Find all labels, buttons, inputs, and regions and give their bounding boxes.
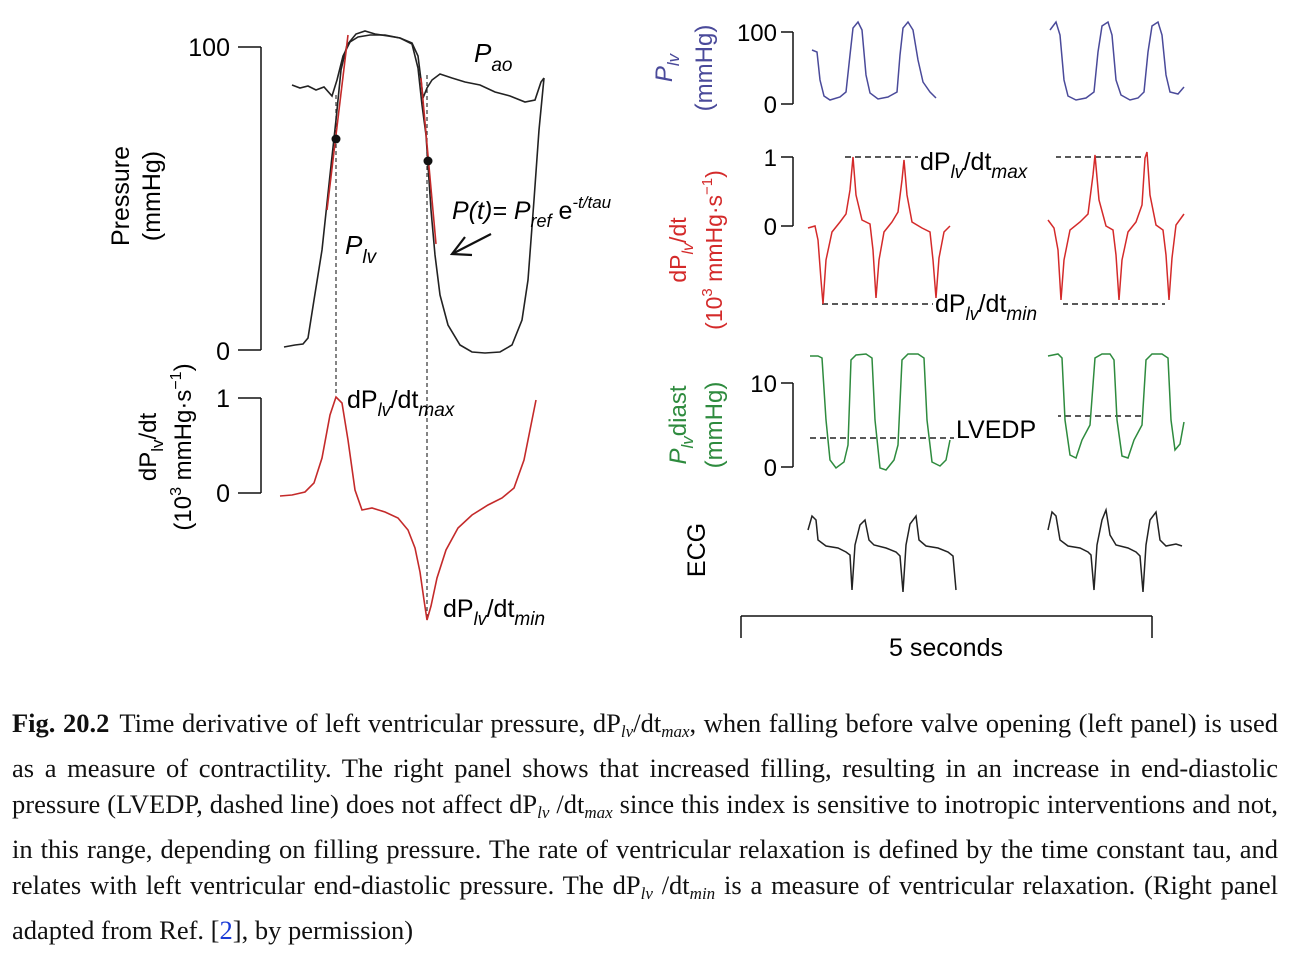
deriv-axis-unit: (103 mmHg·s−1) — [168, 363, 197, 530]
plv-trace-2 — [1050, 22, 1184, 100]
plv-tick-0: 0 — [764, 92, 777, 119]
pressure-axis-label: Pressure — [107, 146, 135, 246]
diast-trace-1 — [810, 354, 950, 470]
ecg-trace-1 — [808, 516, 956, 592]
diast-ylabel: Plvdiast — [665, 385, 697, 464]
figure-number: Fig. 20.2 — [12, 708, 109, 738]
pressure-tick-0: 0 — [216, 338, 230, 366]
diast-yunit: (mmHg) — [701, 382, 728, 469]
min-slope-point — [424, 157, 433, 166]
caption-sub-3: lv — [641, 884, 653, 903]
deriv-axis-label: dPlv/dt — [135, 413, 167, 482]
plv-trace-1 — [812, 22, 936, 100]
left-pressure-axis: 100 0 Pressure (mmHg) — [107, 34, 261, 366]
caption-sub-1: lv — [621, 722, 633, 741]
pao-label: Pao — [474, 38, 512, 76]
diast-trace-2 — [1048, 354, 1184, 458]
plv-curve — [284, 31, 544, 353]
dpdt-ylabel: dPlv/dt — [665, 217, 697, 283]
dpdt-tick-0: 0 — [764, 214, 777, 241]
dpdt-trace-2 — [1048, 152, 1184, 300]
reference-link[interactable]: 2 — [220, 915, 233, 945]
left-derivative-axis: 1 0 dPlv/dt (103 mmHg·s−1) — [135, 363, 261, 530]
right-dpdt-axis: 1 0 dPlv/dt (103 mmHg·s−1) — [665, 145, 793, 330]
derivative-curve — [280, 397, 536, 620]
figure-caption: Fig. 20.2 Time derivative of left ventric… — [12, 705, 1278, 948]
caption-part-5: ], by permission) — [233, 915, 413, 945]
formula-arrow — [452, 234, 491, 255]
caption-sub-3b: min — [690, 884, 716, 903]
caption-part-3b: /dt — [653, 870, 690, 900]
caption-sub-2b: max — [584, 803, 612, 822]
caption-sub-2: lv — [537, 803, 549, 822]
plv-ylabel: Plv — [651, 52, 683, 82]
plv-label: Plv — [345, 230, 378, 268]
dpdt-tick-1: 1 — [764, 145, 777, 172]
right-plv-axis: 100 0 Plv (mmHg) — [651, 20, 793, 119]
caption-part-1: Time derivative of left ventricular pres… — [119, 708, 621, 738]
tau-formula: P(t)= Pref e-t/tau — [452, 193, 612, 231]
deriv-tick-1: 1 — [216, 385, 230, 413]
caption-sub-1b: max — [661, 722, 689, 741]
right-diast-axis: 10 0 Plvdiast (mmHg) — [665, 371, 793, 482]
plv-tick-100: 100 — [737, 20, 777, 47]
diast-tick-0: 0 — [764, 455, 777, 482]
caption-part-2b: /dt — [549, 789, 584, 819]
time-scale-bar: 5 seconds — [741, 616, 1152, 662]
pressure-axis-unit: (mmHg) — [138, 151, 166, 241]
max-slope-point — [332, 135, 341, 144]
ecg-trace-2 — [1048, 510, 1182, 592]
time-scale-label: 5 seconds — [889, 634, 1003, 662]
caption-part-1b: /dt — [633, 708, 661, 738]
dpdt-yunit: (103 mmHg·s−1) — [699, 170, 727, 330]
plv-yunit: (mmHg) — [691, 25, 718, 112]
upstroke-tangent — [327, 35, 348, 210]
deriv-tick-0: 0 — [216, 480, 230, 508]
min-label: dPlv/dtmin — [443, 595, 545, 630]
pressure-tick-100: 100 — [188, 34, 230, 62]
diast-tick-10: 10 — [750, 371, 777, 398]
lvedp-label: LVEDP — [956, 416, 1036, 444]
max-label: dPlv/dtmax — [347, 386, 456, 421]
figure: 100 0 Pressure (mmHg) Pao Plv P(t)= Pref… — [0, 0, 1294, 680]
ecg-ylabel: ECG — [683, 523, 711, 577]
dpdt-trace-1 — [808, 157, 950, 304]
